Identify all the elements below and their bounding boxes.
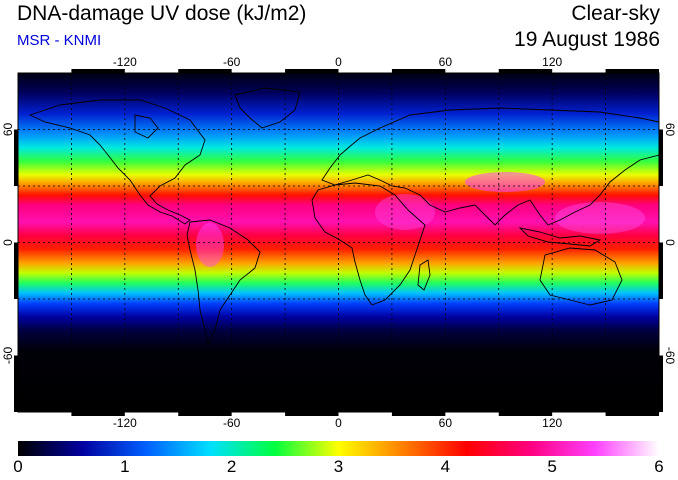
colorbar-tick-label: 6: [654, 457, 664, 476]
latitude-tick-label: -60: [1, 347, 15, 365]
frame-tick: [605, 412, 659, 416]
frame-tick: [285, 69, 339, 73]
latitude-tick-label: 60: [1, 123, 15, 137]
longitude-tick-label: 60: [439, 416, 453, 430]
frame-tick: [14, 129, 18, 186]
latitude-tick-label: 60: [663, 123, 677, 137]
latitude-labels-left: 60 0 -60: [1, 123, 15, 365]
frame-tick: [285, 412, 339, 416]
sky-condition: Clear-sky: [571, 2, 660, 25]
longitude-tick-label: 60: [439, 55, 453, 69]
uv-dose-map: -120 -60 0 60 120 -120 -60 0 60 120 60 0 -60 60 0 -6…: [1, 55, 677, 430]
frame-tick: [71, 69, 125, 73]
arabia-hotspot: [375, 194, 435, 230]
australia-coast: [539, 247, 623, 306]
longitude-tick-label: -60: [223, 55, 241, 69]
longitude-tick-label: 120: [542, 416, 562, 430]
frame-tick: [178, 69, 232, 73]
frame-tick: [71, 412, 125, 416]
eurasia-coast: [321, 107, 659, 226]
frame-tick: [605, 69, 659, 73]
south-america-coast: [186, 219, 261, 347]
antarctica-coast: [18, 391, 659, 399]
map-title: DNA-damage UV dose (kJ/m2): [17, 2, 307, 25]
frame-tick: [178, 412, 232, 416]
latitude-tick-label: -60: [663, 347, 677, 365]
frame-tick: [391, 412, 446, 416]
coastlines: [18, 87, 659, 399]
longitude-tick-label: 0: [335, 55, 342, 69]
map-date: 19 August 1986: [514, 28, 660, 51]
latitude-tick-label: 0: [663, 239, 677, 246]
colorbar-tick-label: 5: [547, 457, 557, 476]
colorbar-tick-label: 3: [333, 457, 344, 476]
frame-tick: [498, 412, 553, 416]
andes-hotspot: [196, 223, 224, 267]
colorbar-tick-label: 1: [120, 457, 130, 476]
frame-tick: [498, 69, 553, 73]
longitude-tick-label: -120: [113, 416, 137, 430]
latitude-labels-right: 60 0 -60: [663, 123, 677, 365]
frame-tick: [391, 69, 446, 73]
latitude-tick-label: 0: [1, 239, 15, 246]
africa-coast: [311, 182, 426, 306]
frame-tick: [14, 242, 18, 299]
frame-tick: [659, 242, 663, 299]
frame-ticks: [14, 69, 663, 416]
frame-tick: [14, 355, 18, 412]
madagascar-coast: [417, 259, 431, 291]
longitude-labels-top: -120 -60 0 60 120: [113, 55, 563, 69]
longitude-tick-label: -120: [113, 55, 137, 69]
greenland-coast: [234, 87, 301, 129]
colorbar-tick-label: 0: [13, 457, 23, 476]
longitude-tick-label: 0: [335, 416, 342, 430]
indonesia-coast: [518, 227, 602, 247]
colorbar-tick-label: 4: [440, 457, 451, 476]
tibet-hotspot: [465, 172, 545, 192]
north-america-coast: [28, 99, 206, 225]
graticule: [18, 73, 659, 412]
longitude-tick-label: -60: [223, 416, 241, 430]
colorbar-tick-label: 2: [226, 457, 237, 476]
longitude-tick-label: 120: [542, 55, 562, 69]
frame-tick: [659, 355, 663, 412]
map-source: MSR - KNMI: [17, 32, 102, 49]
longitude-labels-bottom: -120 -60 0 60 120: [113, 416, 563, 430]
colorbar: [18, 441, 659, 456]
frame-tick: [659, 129, 663, 186]
pacific-hotspot: [555, 202, 645, 234]
